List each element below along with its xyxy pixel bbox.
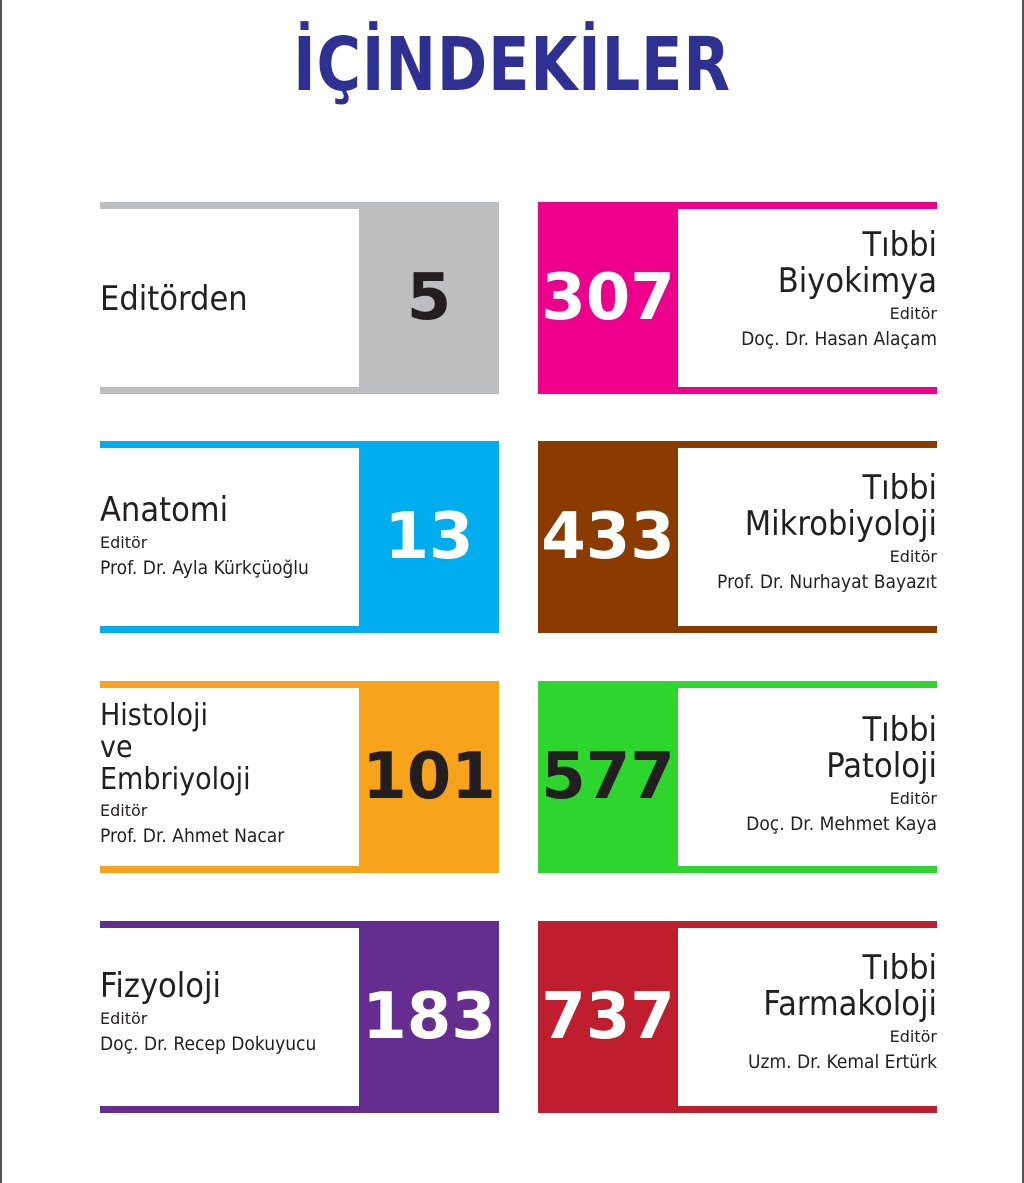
section-title: Farmakoloji [763,984,937,1024]
color-stripe-bottom [100,866,499,873]
page-number[interactable]: 433 [538,441,678,633]
toc-entry[interactable]: 307 Tıbbi Biyokimya Editör Doç. Dr. Hasan Al… [538,202,937,394]
editor-label: Editör [889,789,937,808]
toc-entry[interactable]: 13 Anatomi Editör Prof. Dr. Ayla Kürkçüoğlu [100,441,499,633]
color-stripe-top [538,441,937,448]
editor-label: Editör [100,533,148,552]
entry-text: Anatomi Editör Prof. Dr. Ayla Kürkçüoğlu [100,448,359,626]
editor-label: Editör [889,1027,937,1046]
page-number[interactable]: 13 [359,441,499,633]
section-title: Fizyoloji [100,966,222,1006]
editor-name: Uzm. Dr. Kemal Ertürk [747,1051,937,1073]
color-stripe-bottom [100,1106,499,1113]
editor-name: Doç. Dr. Hasan Alaçam [741,328,937,350]
editor-name: Doç. Dr. Mehmet Kaya [746,813,937,835]
page-number[interactable]: 307 [538,202,678,394]
page-number[interactable]: 577 [538,681,678,873]
entry-text: Histoloji ve Embriyoloji Editör Prof. Dr. Ah… [100,688,359,866]
color-stripe-top [100,441,499,448]
color-stripe-bottom [538,1106,937,1113]
editor-label: Editör [889,304,937,323]
editor-label: Editör [889,547,937,566]
page-border [1022,0,1024,1183]
color-stripe-bottom [538,866,937,873]
editor-label: Editör [100,801,148,820]
color-stripe-bottom [538,387,937,394]
color-stripe-top [100,202,499,209]
color-stripe-top [100,681,499,688]
color-stripe-top [100,921,499,928]
section-title: Patoloji [826,746,937,786]
page-number[interactable]: 101 [359,681,499,873]
section-title: Tıbbi [862,468,937,508]
page-number[interactable]: 737 [538,921,678,1113]
page-border [0,0,2,1183]
toc-entry[interactable]: 577 Tıbbi Patoloji Editör Doç. Dr. Mehmet Ka… [538,681,937,873]
color-stripe-top [538,202,937,209]
editor-name: Prof. Dr. Nurhayat Bayazıt [717,571,937,593]
toc-entry[interactable]: 183 Fizyoloji Editör Doç. Dr. Recep Dokuyuc… [100,921,499,1113]
color-stripe-top [538,921,937,928]
section-title: Tıbbi [862,225,937,265]
entry-text: Tıbbi Patoloji Editör Doç. Dr. Mehmet Kaya [678,688,937,866]
entry-text: Tıbbi Farmakoloji Editör Uzm. Dr. Kemal Ert… [678,928,937,1106]
color-stripe-bottom [100,626,499,633]
color-stripe-bottom [538,626,937,633]
entry-text: Editörden [100,209,359,387]
entry-text: Tıbbi Biyokimya Editör Doç. Dr. Hasan Alaça… [678,209,937,387]
section-title: ve [100,730,133,765]
toc-entry[interactable]: 737 Tıbbi Farmakoloji Editör Uzm. Dr. Kemal … [538,921,937,1113]
color-stripe-bottom [100,387,499,394]
editor-label: Editör [100,1009,148,1028]
section-title: Anatomi [100,490,229,530]
section-title: Biyokimya [777,261,937,301]
page-number[interactable]: 5 [359,202,499,394]
section-title: Embriyoloji [100,762,251,797]
section-title: Editörden [100,279,248,319]
editor-name: Doç. Dr. Recep Dokuyucu [100,1033,317,1055]
editor-name: Prof. Dr. Ayla Kürkçüoğlu [100,557,309,579]
editor-name: Prof. Dr. Ahmet Nacar [100,825,285,847]
section-title: Tıbbi [862,948,937,988]
section-title: Tıbbi [862,710,937,750]
color-stripe-top [538,681,937,688]
toc-entry[interactable]: 101 Histoloji ve Embriyoloji Editör Prof. Dr.… [100,681,499,873]
section-title: Mikrobiyoloji [744,504,937,544]
section-title: Histoloji [100,698,208,733]
page-number[interactable]: 183 [359,921,499,1113]
entry-text: Fizyoloji Editör Doç. Dr. Recep Dokuyucu [100,928,359,1106]
page-title: İÇİNDEKİLER [293,22,731,108]
toc-entry[interactable]: 5 Editörden [100,202,499,394]
entry-text: Tıbbi Mikrobiyoloji Editör Prof. Dr. Nurhay… [678,448,937,626]
toc-entry[interactable]: 433 Tıbbi Mikrobiyoloji Editör Prof. Dr. Nur… [538,441,937,633]
